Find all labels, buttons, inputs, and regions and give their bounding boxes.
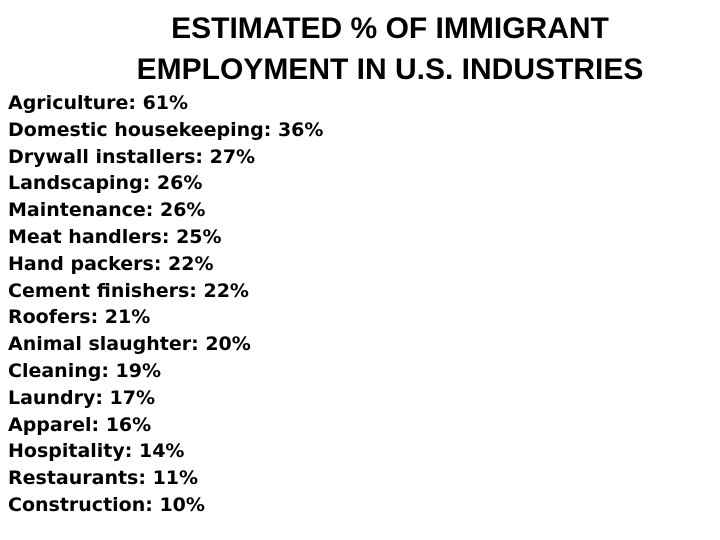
list-item-hand-packers: Hand packers: 22% [8, 252, 214, 275]
title-line-2: EMPLOYMENT IN U.S. INDUSTRIES [136, 53, 644, 86]
list-item-apparel: Apparel: 16% [8, 413, 152, 436]
list-item-laundry: Laundry: 17% [8, 386, 156, 409]
list-item-construction: Construction: 10% [8, 493, 205, 516]
list-item-cement-finishers: Cement finishers: 22% [8, 279, 249, 302]
list-item-drywall-installers: Drywall installers: 27% [8, 145, 256, 168]
list-item-animal-slaughter: Animal slaughter: 20% [8, 333, 251, 356]
list-item-roofers: Roofers: 21% [8, 306, 151, 329]
list-item-restaurants: Restaurants: 11% [8, 467, 199, 490]
list-item-hospitality: Hospitality: 14% [8, 440, 185, 463]
list-item-maintenance: Maintenance: 26% [8, 199, 206, 222]
slide-title: ESTIMATED % OF IMMIGRANT EMPLOYMENT IN U… [60, 8, 720, 90]
list-item-domestic-housekeeping: Domestic housekeeping: 36% [8, 118, 324, 141]
list-item-agriculture: Agriculture: 61% [8, 92, 189, 114]
industry-list: Agriculture: 61% Domestic housekeeping: … [8, 90, 323, 519]
list-item-landscaping: Landscaping: 26% [8, 172, 203, 195]
title-line-1: ESTIMATED % OF IMMIGRANT [171, 12, 609, 45]
list-item-cleaning: Cleaning: 19% [8, 359, 162, 382]
list-item-meat-handlers: Meat handlers: 25% [8, 225, 222, 248]
